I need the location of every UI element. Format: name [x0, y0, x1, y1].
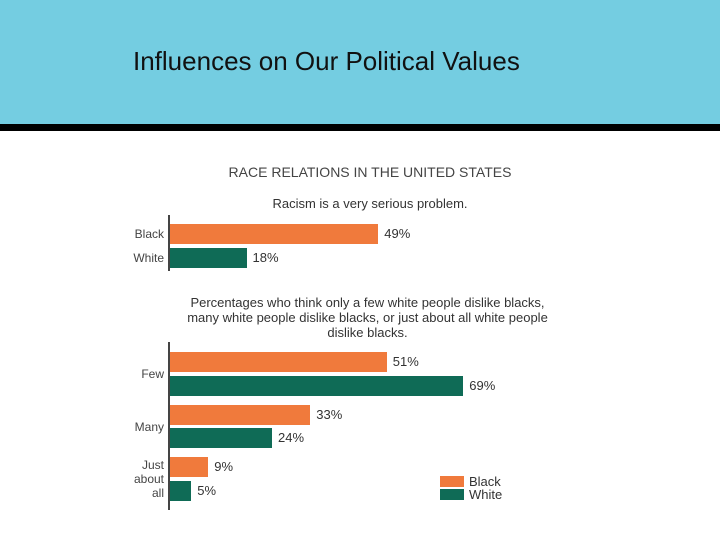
value-label: 18% [252, 250, 279, 265]
bar [170, 457, 209, 477]
title-band [0, 0, 720, 124]
bar [170, 224, 379, 244]
slide-title: Influences on Our Political Values [133, 46, 520, 76]
value-label: 33% [316, 406, 343, 422]
value-label: 5% [197, 482, 217, 498]
category-label: Black [134, 227, 164, 241]
category-label: Just about all [133, 458, 164, 500]
legend-label: Black [469, 474, 501, 489]
bar [170, 404, 311, 425]
bar [170, 375, 464, 396]
bar [170, 480, 192, 501]
category-label: Few [141, 367, 164, 381]
value-label: 51% [392, 354, 419, 369]
value-label: 69% [469, 377, 496, 393]
legend-swatch [440, 489, 464, 500]
bar [170, 248, 247, 268]
category-label: White [133, 251, 164, 265]
legend-swatch [440, 476, 464, 487]
bar [170, 428, 272, 448]
axis-line [168, 215, 170, 271]
value-label: 24% [278, 430, 305, 445]
legend-label: White [469, 487, 503, 502]
category-label: Many [134, 419, 164, 434]
title-rule [0, 124, 720, 131]
bar [170, 352, 387, 372]
chart-subtitle: Racism is a very serious problem. [272, 196, 468, 211]
value-label: 9% [214, 459, 234, 474]
value-label: 49% [384, 226, 411, 241]
chart-subtitle: Percentages who think only a few white p… [187, 295, 548, 340]
axis-line [168, 342, 170, 510]
figure-title: RACE RELATIONS IN THE UNITED STATES [228, 164, 512, 180]
